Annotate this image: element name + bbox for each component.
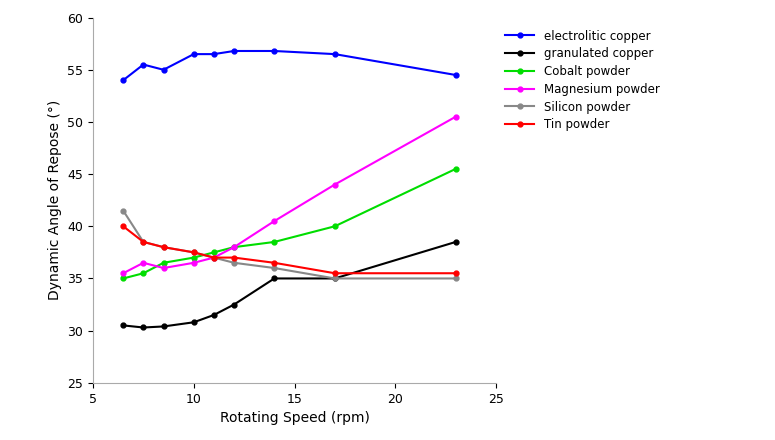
electrolitic copper	[229, 48, 239, 54]
granulated copper	[159, 324, 168, 329]
electrolitic copper	[270, 48, 279, 54]
Line: Magnesium powder: Magnesium powder	[121, 114, 458, 276]
granulated copper	[189, 319, 198, 325]
Line: Cobalt powder: Cobalt powder	[121, 166, 458, 281]
Silicon powder	[189, 250, 198, 255]
Silicon powder	[451, 276, 460, 281]
Cobalt powder	[139, 271, 148, 276]
Tin powder	[119, 224, 128, 229]
Magnesium powder	[189, 260, 198, 265]
granulated copper	[229, 302, 239, 307]
Tin powder	[139, 239, 148, 245]
Silicon powder	[119, 208, 128, 213]
electrolitic copper	[330, 51, 339, 57]
Cobalt powder	[119, 276, 128, 281]
Silicon powder	[209, 255, 219, 260]
Cobalt powder	[189, 255, 198, 260]
granulated copper	[139, 325, 148, 330]
Silicon powder	[139, 239, 148, 245]
Legend: electrolitic copper, granulated copper, Cobalt powder, Magnesium powder, Silicon: electrolitic copper, granulated copper, …	[500, 25, 664, 136]
Cobalt powder	[451, 166, 460, 172]
electrolitic copper	[189, 51, 198, 57]
Tin powder	[270, 260, 279, 265]
Magnesium powder	[139, 260, 148, 265]
Line: electrolitic copper: electrolitic copper	[121, 48, 458, 83]
Line: Silicon powder: Silicon powder	[121, 208, 458, 281]
electrolitic copper	[209, 51, 219, 57]
Line: granulated copper: granulated copper	[121, 239, 458, 330]
granulated copper	[119, 323, 128, 328]
Magnesium powder	[270, 218, 279, 224]
Tin powder	[451, 271, 460, 276]
Cobalt powder	[209, 250, 219, 255]
Magnesium powder	[209, 255, 219, 260]
Tin powder	[189, 250, 198, 255]
electrolitic copper	[451, 72, 460, 77]
Magnesium powder	[451, 114, 460, 119]
Magnesium powder	[159, 265, 168, 271]
Cobalt powder	[159, 260, 168, 265]
Y-axis label: Dynamic Angle of Repose (°): Dynamic Angle of Repose (°)	[48, 100, 62, 301]
electrolitic copper	[139, 62, 148, 67]
granulated copper	[270, 276, 279, 281]
Cobalt powder	[270, 239, 279, 245]
Silicon powder	[159, 245, 168, 250]
Tin powder	[209, 255, 219, 260]
X-axis label: Rotating Speed (rpm): Rotating Speed (rpm)	[219, 411, 370, 425]
granulated copper	[209, 312, 219, 318]
Tin powder	[159, 245, 168, 250]
Tin powder	[330, 271, 339, 276]
Magnesium powder	[119, 271, 128, 276]
electrolitic copper	[119, 77, 128, 83]
Silicon powder	[270, 265, 279, 271]
Tin powder	[229, 255, 239, 260]
electrolitic copper	[159, 67, 168, 73]
Silicon powder	[330, 276, 339, 281]
Magnesium powder	[229, 245, 239, 250]
Line: Tin powder: Tin powder	[121, 224, 458, 276]
Silicon powder	[229, 260, 239, 265]
granulated copper	[451, 239, 460, 245]
Cobalt powder	[229, 245, 239, 250]
Magnesium powder	[330, 182, 339, 187]
granulated copper	[330, 276, 339, 281]
Cobalt powder	[330, 224, 339, 229]
